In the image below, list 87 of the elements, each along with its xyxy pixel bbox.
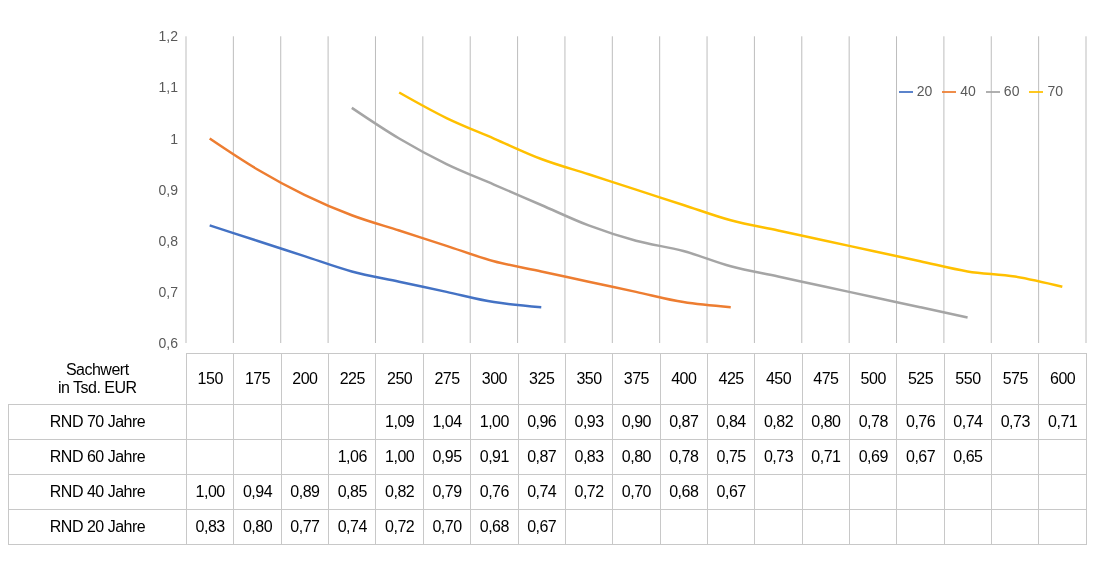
legend-label: 60 — [1003, 83, 1020, 99]
y-tick-label: 1 — [170, 130, 179, 147]
data-label: 0,74 — [328, 509, 376, 544]
x-tick-label: 250 — [375, 353, 424, 404]
data-label: 1,00 — [375, 439, 424, 474]
data-label: 0,70 — [423, 509, 471, 544]
data-label: 0,72 — [375, 509, 424, 544]
data-label: 0,68 — [660, 474, 708, 509]
data-label: 0,74 — [944, 404, 992, 439]
data-label: 0,68 — [470, 509, 519, 544]
data-label: 0,80 — [612, 439, 661, 474]
x-tick-label: 525 — [896, 353, 945, 404]
y-tick-label: 0,6 — [158, 334, 179, 351]
y-tick-label: 1,2 — [158, 28, 179, 45]
x-tick-label: 175 — [233, 353, 282, 404]
x-tick-label: 150 — [186, 353, 234, 404]
y-tick-label: 1,1 — [158, 79, 179, 96]
x-tick-label: 275 — [423, 353, 471, 404]
data-label: 0,87 — [518, 439, 566, 474]
data-label: 0,80 — [233, 509, 282, 544]
y-tick-label: 0,8 — [158, 232, 179, 249]
data-label: 0,76 — [896, 404, 945, 439]
data-label: 1,00 — [470, 404, 519, 439]
data-label: 0,73 — [991, 404, 1039, 439]
data-label: 0,70 — [612, 474, 661, 509]
x-axis-title: Sachwert in Tsd. EUR — [8, 353, 187, 404]
line-series — [208, 137, 732, 309]
x-tick-label: 300 — [470, 353, 519, 404]
data-label: 0,67 — [896, 439, 945, 474]
data-label: 0,71 — [802, 439, 850, 474]
data-label: 0,67 — [518, 509, 566, 544]
y-tick-label: 0,7 — [158, 283, 179, 300]
x-tick-label: 500 — [849, 353, 897, 404]
x-tick-label: 575 — [991, 353, 1039, 404]
data-label: 0,84 — [707, 404, 755, 439]
line-series — [350, 106, 969, 319]
legend-label: 70 — [1047, 83, 1063, 99]
data-label: 0,74 — [518, 474, 566, 509]
data-label: 0,67 — [707, 474, 755, 509]
data-label: 0,73 — [754, 439, 803, 474]
x-tick-label: 550 — [944, 353, 992, 404]
x-tick-label: 325 — [518, 353, 566, 404]
text: RND 40 Jahre — [8, 474, 187, 509]
x-tick-label: 225 — [328, 353, 376, 404]
data-label: 0,91 — [470, 439, 519, 474]
data-label: 0,90 — [612, 404, 661, 439]
data-label: 0,72 — [565, 474, 613, 509]
data-label: 0,82 — [754, 404, 803, 439]
x-tick-label: 200 — [281, 353, 329, 404]
x-tick-label: 425 — [707, 353, 755, 404]
legend-label: 20 — [916, 83, 933, 99]
data-label: 0,83 — [186, 509, 234, 544]
data-label: 0,89 — [281, 474, 329, 509]
data-label: 1,00 — [186, 474, 234, 509]
data-label: 0,71 — [1038, 404, 1087, 439]
data-label: 1,04 — [423, 404, 471, 439]
data-label: 0,76 — [470, 474, 519, 509]
text: RND 20 Jahre — [8, 509, 187, 544]
data-label: 0,79 — [423, 474, 471, 509]
text: RND 70 Jahre — [8, 404, 187, 439]
x-tick-label: 400 — [660, 353, 708, 404]
data-label: 0,78 — [849, 404, 897, 439]
y-tick-label: 0,9 — [158, 181, 179, 198]
data-label: 0,65 — [944, 439, 992, 474]
x-tick-label: 600 — [1038, 353, 1087, 404]
data-label: 1,09 — [375, 404, 424, 439]
x-tick-label: 375 — [612, 353, 661, 404]
data-label: 0,78 — [660, 439, 708, 474]
data-label: 0,69 — [849, 439, 897, 474]
data-label: 0,96 — [518, 404, 566, 439]
data-label: 0,94 — [233, 474, 282, 509]
data-label: 0,95 — [423, 439, 471, 474]
text: RND 60 Jahre — [8, 439, 187, 474]
data-label: 0,82 — [375, 474, 424, 509]
data-label: 0,87 — [660, 404, 708, 439]
data-label: 0,75 — [707, 439, 755, 474]
line-series — [208, 224, 543, 309]
x-tick-label: 450 — [754, 353, 803, 404]
x-tick-label: 350 — [565, 353, 613, 404]
data-label: 0,83 — [565, 439, 613, 474]
data-label: 0,93 — [565, 404, 613, 439]
data-label: 0,85 — [328, 474, 376, 509]
x-tick-label: 475 — [802, 353, 850, 404]
legend-label: 40 — [960, 83, 976, 99]
data-label: 0,77 — [281, 509, 329, 544]
data-label: 1,06 — [328, 439, 376, 474]
data-label: 0,80 — [802, 404, 850, 439]
